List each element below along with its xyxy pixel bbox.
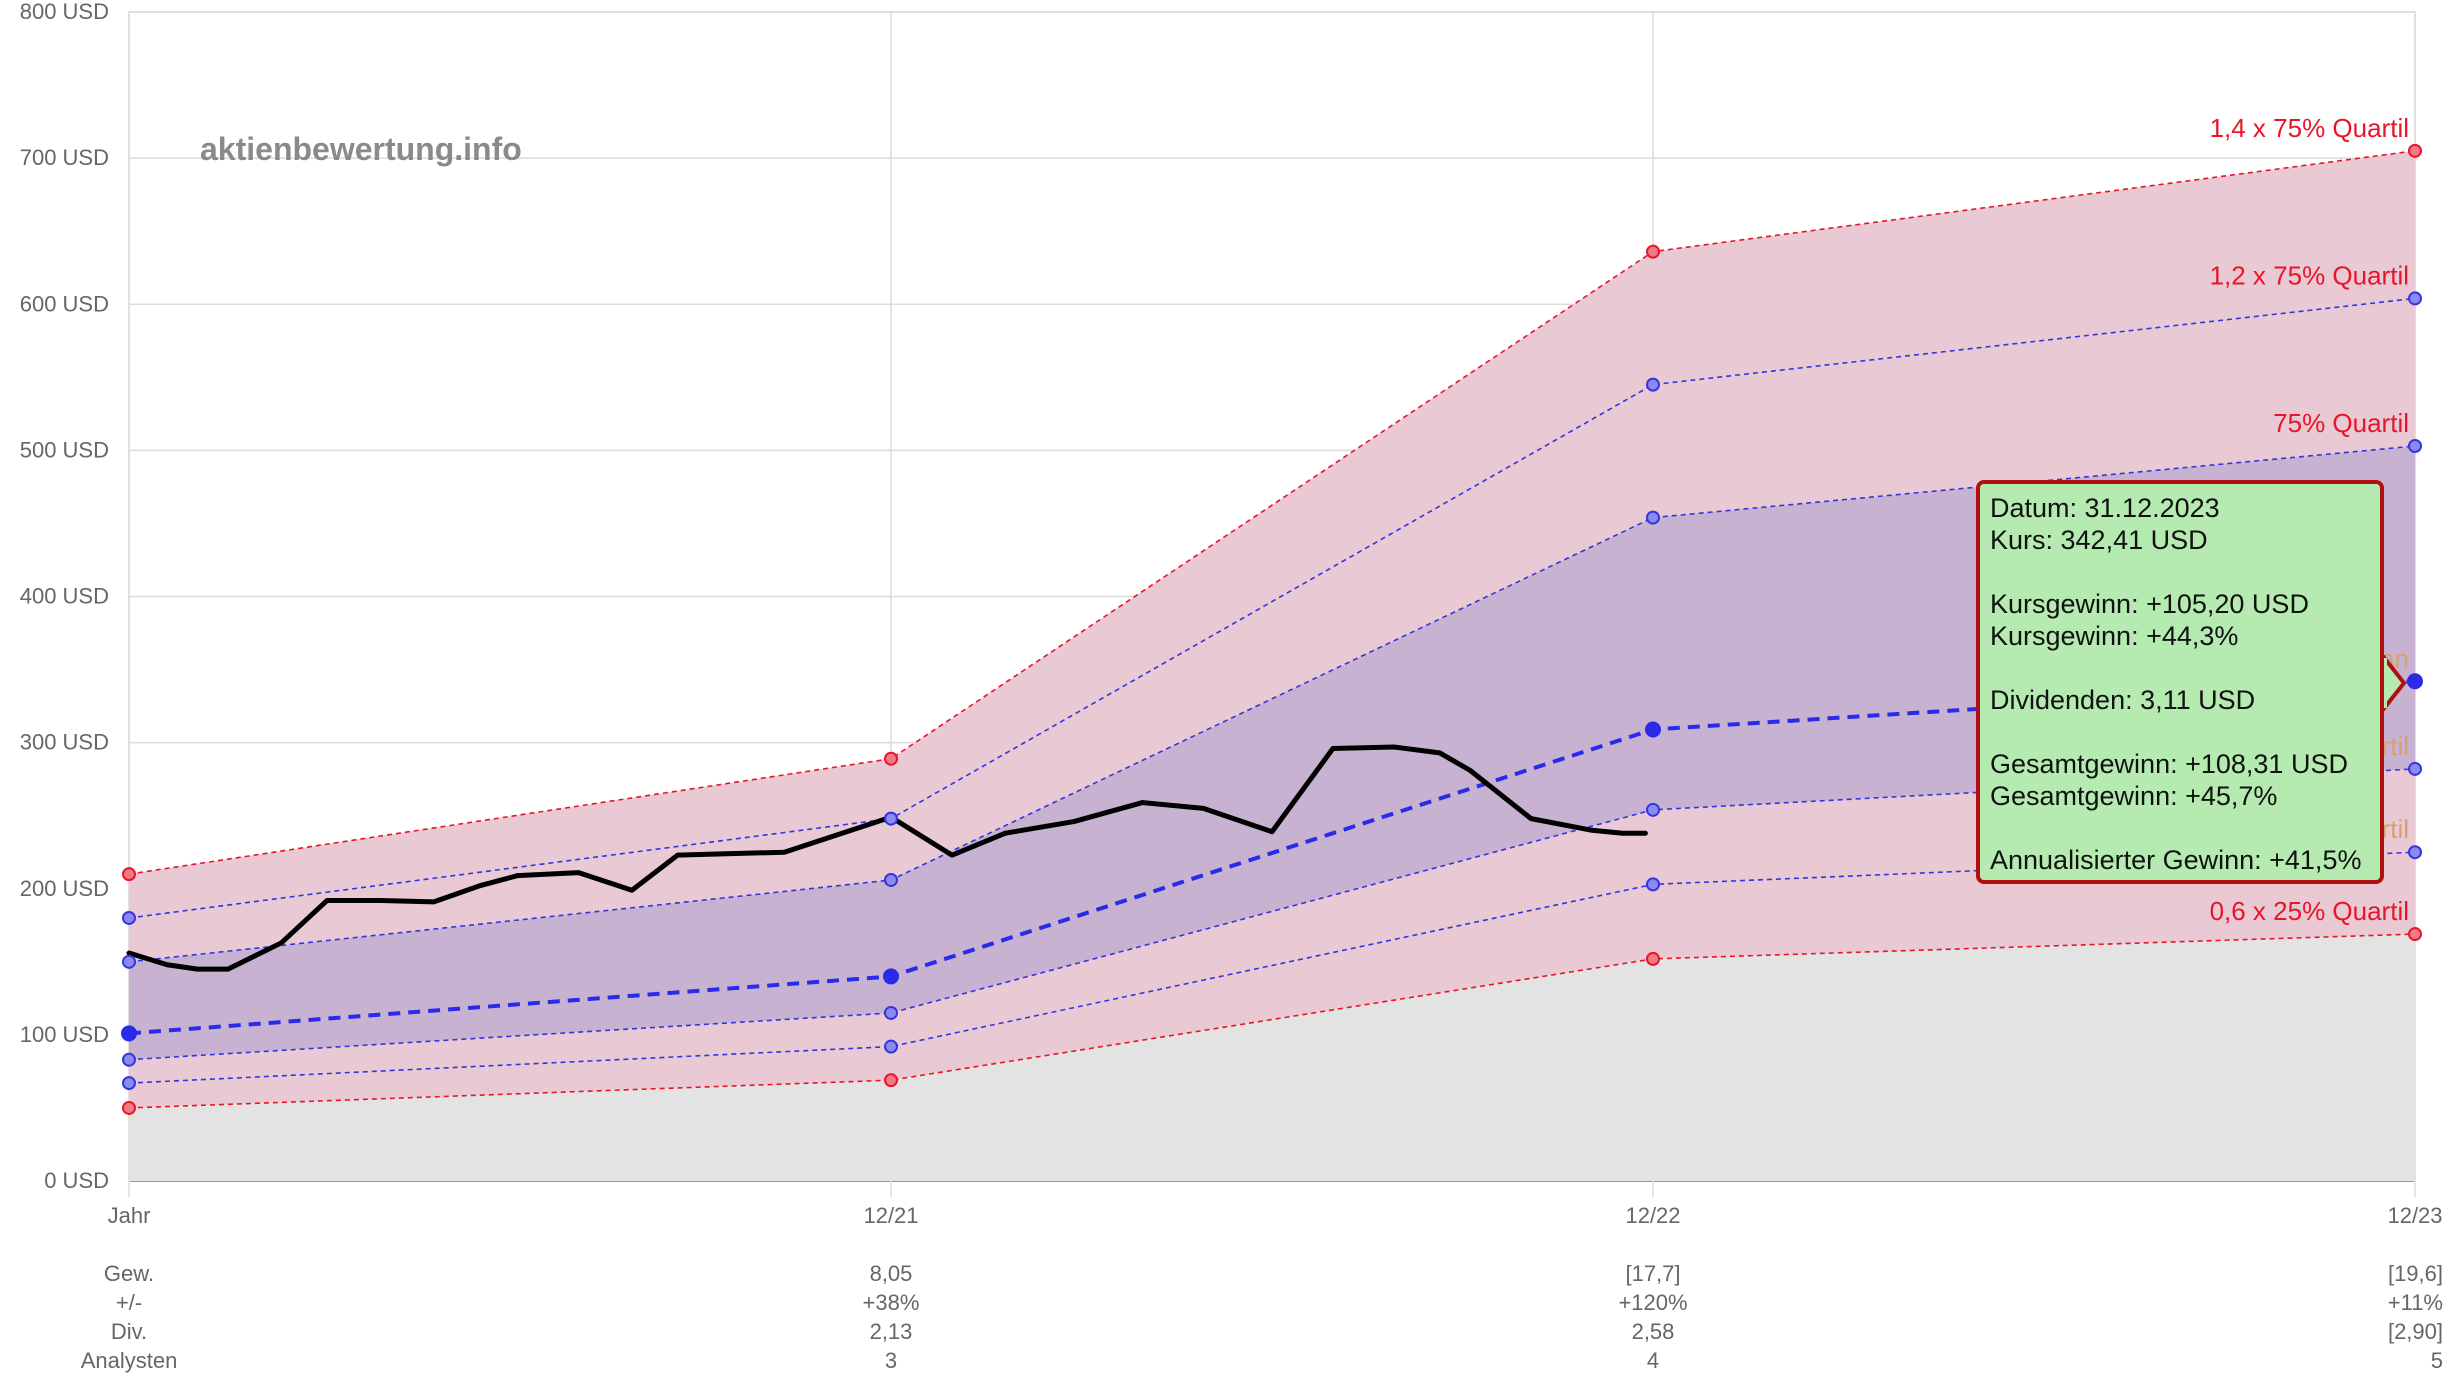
band-label: 1,2 x 75% Quartil	[2210, 260, 2409, 290]
band-line	[128, 297, 2416, 919]
band-point	[122, 1052, 136, 1067]
table-cell: [19,6]	[2388, 1261, 2443, 1286]
table-cell: 4	[1647, 1348, 1659, 1373]
band-point	[2408, 845, 2422, 860]
y-tick-label: 700 USD	[20, 145, 109, 170]
table-cell: 2,13	[870, 1319, 913, 1344]
table-cell: [17,7]	[1625, 1261, 1680, 1286]
valuation-bands	[129, 150, 2415, 1181]
tooltip-annualisiert: Annualisierter Gewinn: +41,5%	[1990, 845, 2362, 875]
band-point	[2408, 438, 2422, 453]
band-point	[2408, 143, 2422, 158]
band-point	[884, 751, 898, 766]
y-tick-label: 300 USD	[20, 730, 109, 755]
band-label: 1,4 x 75% Quartil	[2210, 113, 2409, 143]
price-line	[126, 744, 1648, 972]
table-cell: 2,58	[1632, 1319, 1675, 1344]
band-point	[122, 954, 136, 969]
band-point	[122, 1100, 136, 1115]
band-point	[122, 1076, 136, 1091]
band-point	[884, 1005, 898, 1020]
band-point	[2407, 673, 2423, 690]
data-tooltip: Datum: 31.12.2023 Kurs: 342,41 USD Kursg…	[1976, 480, 2384, 884]
band-point	[2408, 761, 2422, 776]
band-point	[2408, 291, 2422, 306]
band-label: 75% Quartil	[2273, 408, 2409, 438]
table-row-label: Gew.	[104, 1261, 154, 1286]
band-line	[128, 933, 2416, 1109]
band-point	[884, 811, 898, 826]
y-tick-label: 400 USD	[20, 584, 109, 609]
base-area	[129, 934, 2415, 1181]
band-point	[884, 1039, 898, 1054]
band-point	[883, 968, 899, 985]
forecast-table: Gew. 8,05 [17,7] [19,6] +/- +38% +120% +11% Div.…	[81, 1261, 2443, 1373]
share-price-series	[126, 744, 1648, 972]
table-row-label: Analysten	[81, 1348, 178, 1373]
table-cell: +11%	[2388, 1290, 2443, 1315]
table-row-label: +/-	[116, 1290, 142, 1315]
tooltip-kursgewinn-abs: Kursgewinn: +105,20 USD	[1990, 589, 2309, 619]
band-point	[1646, 377, 1660, 392]
band-line	[128, 768, 2416, 1061]
band-point	[884, 872, 898, 887]
table-cell: 5	[2431, 1348, 2443, 1373]
band-point	[122, 867, 136, 882]
y-tick-label: 200 USD	[20, 876, 109, 901]
inner-quartile-band	[129, 445, 2415, 1060]
table-cell: [2,90]	[2388, 1319, 2443, 1344]
band-label: 0,6 x 25% Quartil	[2210, 896, 2409, 926]
y-axis-ticks: 0 USD 100 USD 200 USD 300 USD 400 USD 500 USD…	[20, 0, 109, 1193]
table-cell: +38%	[863, 1290, 920, 1315]
band-points	[121, 143, 2423, 1115]
tooltip-gesamtgewinn-abs: Gesamtgewinn: +108,31 USD	[1990, 749, 2348, 779]
tooltip-kursgewinn-pct: Kursgewinn: +44,3%	[1990, 621, 2239, 651]
x-tick-label: 12/21	[863, 1203, 918, 1228]
y-tick-label: 800 USD	[20, 0, 109, 24]
table-cell: +120%	[1618, 1290, 1687, 1315]
band-point	[1646, 510, 1660, 525]
tooltip-kurs: Kurs: 342,41 USD	[1990, 525, 2208, 555]
band-line	[128, 851, 2416, 1084]
x-tick-label: Jahr	[108, 1203, 151, 1228]
band-point	[121, 1025, 137, 1042]
x-axis-ticks: Jahr 12/21 12/22 12/23	[108, 1203, 2443, 1228]
band-point	[1646, 951, 1660, 966]
y-tick-label: 100 USD	[20, 1022, 109, 1047]
y-tick-label: 600 USD	[20, 291, 109, 316]
band-point	[2408, 927, 2422, 942]
table-cell: 8,05	[870, 1261, 913, 1286]
band-point	[1646, 877, 1660, 892]
lower-outer-band	[129, 768, 2415, 1108]
band-point	[884, 1073, 898, 1088]
table-row-label: Div.	[111, 1319, 147, 1344]
table-cell: 3	[885, 1348, 897, 1373]
band-point	[1646, 802, 1660, 817]
watermark: aktienbewertung.info	[200, 131, 522, 167]
tooltip-pointer	[2382, 655, 2407, 711]
band-point	[122, 910, 136, 925]
x-tick-label: 12/22	[1625, 1203, 1680, 1228]
tooltip-datum: Datum: 31.12.2023	[1990, 493, 2220, 523]
band-point	[1645, 721, 1661, 738]
band-point	[1646, 244, 1660, 259]
x-tick-label: 12/23	[2387, 1203, 2442, 1228]
tooltip-gesamtgewinn-pct: Gesamtgewinn: +45,7%	[1990, 781, 2278, 811]
upper-outer-band	[129, 150, 2415, 962]
tooltip-dividenden: Dividenden: 3,11 USD	[1990, 685, 2256, 715]
y-tick-label: 500 USD	[20, 437, 109, 462]
y-tick-label: 0 USD	[44, 1168, 109, 1193]
band-line	[128, 150, 2416, 875]
